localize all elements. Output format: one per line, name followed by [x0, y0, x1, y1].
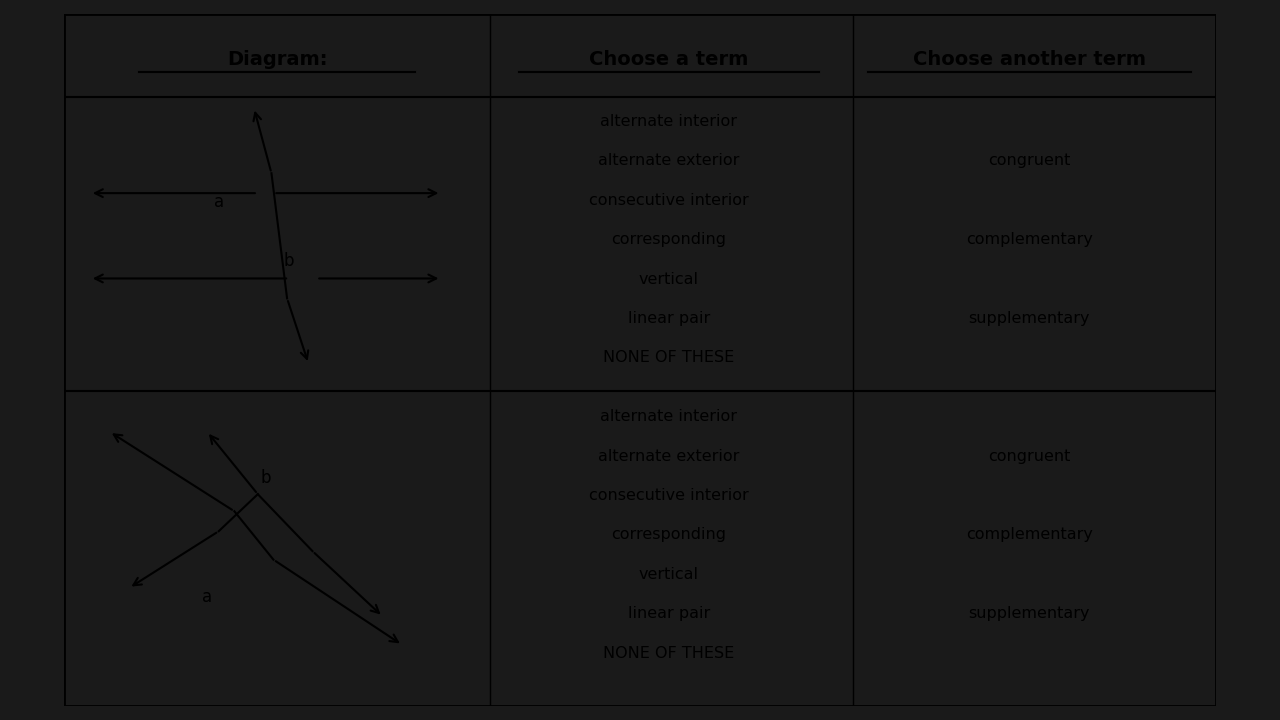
Text: Choose a term: Choose a term [589, 50, 749, 69]
Text: congruent: congruent [988, 153, 1070, 168]
Text: vertical: vertical [639, 271, 699, 287]
Text: b: b [260, 469, 271, 487]
Text: complementary: complementary [966, 527, 1093, 542]
Text: congruent: congruent [988, 449, 1070, 464]
Text: corresponding: corresponding [612, 527, 726, 542]
Text: NONE OF THESE: NONE OF THESE [603, 351, 735, 366]
Text: corresponding: corresponding [612, 233, 726, 247]
Text: alternate exterior: alternate exterior [598, 153, 740, 168]
Text: a: a [202, 588, 212, 606]
Text: supplementary: supplementary [969, 311, 1091, 326]
Text: a: a [214, 194, 224, 212]
Text: Diagram:: Diagram: [227, 50, 328, 69]
Text: linear pair: linear pair [627, 311, 710, 326]
Text: consecutive interior: consecutive interior [589, 193, 749, 208]
Text: consecutive interior: consecutive interior [589, 488, 749, 503]
Text: alternate interior: alternate interior [600, 114, 737, 129]
Text: alternate interior: alternate interior [600, 409, 737, 424]
Text: NONE OF THESE: NONE OF THESE [603, 646, 735, 660]
Text: b: b [284, 252, 294, 270]
Text: supplementary: supplementary [969, 606, 1091, 621]
Text: linear pair: linear pair [627, 606, 710, 621]
Text: complementary: complementary [966, 233, 1093, 247]
Text: alternate exterior: alternate exterior [598, 449, 740, 464]
Text: Choose another term: Choose another term [913, 50, 1146, 69]
Text: vertical: vertical [639, 567, 699, 582]
